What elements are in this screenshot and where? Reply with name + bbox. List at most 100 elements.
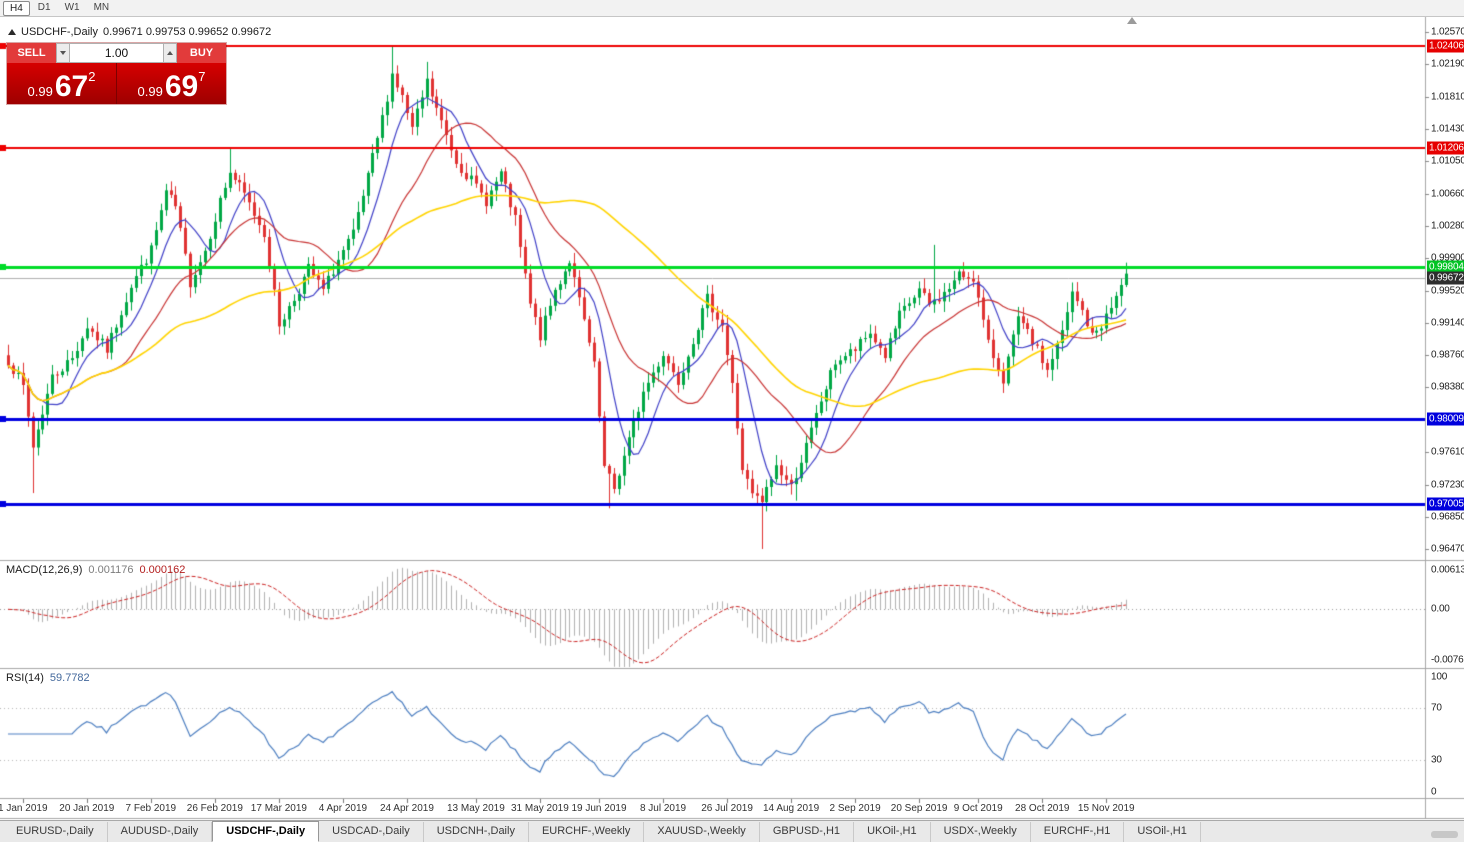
date-label: 14 Aug 2019 (762, 803, 820, 814)
price-badge-099804: 0.99804 (1427, 260, 1464, 274)
rsi-axis-label: 30 (1431, 754, 1442, 766)
price-tick: 1.01810 (1431, 91, 1464, 103)
rsi-axis-label: 100 (1431, 671, 1448, 683)
chart-tab-bar: EURUSD-,Daily AUDUSD-,Daily USDCHF-,Daily U… (0, 820, 1464, 842)
chart-tab-audusd-daily[interactable]: AUDUSD-,Daily (108, 822, 213, 842)
date-label: 24 Apr 2019 (379, 803, 434, 814)
timeframe-mn[interactable]: MN (93, 1, 110, 13)
chart-ohlc-values: 0.99671 0.99753 0.99652 0.99672 (103, 26, 272, 38)
price-tick: 1.00280 (1431, 220, 1464, 232)
volume-decrease-button[interactable] (56, 43, 70, 63)
date-label: 20 Sep 2019 (890, 803, 948, 814)
buy-button[interactable]: BUY (177, 43, 226, 63)
bid-price[interactable]: 0.99 67 2 (7, 63, 116, 104)
macd-name: MACD(12,26,9) (6, 564, 83, 576)
chart-tab-usoil-h1[interactable]: USOil-,H1 (1124, 822, 1201, 842)
timeframe-h4[interactable]: H4 (3, 0, 30, 16)
price-tick: 0.98760 (1431, 349, 1464, 361)
volume-increase-button[interactable] (163, 43, 177, 63)
date-label: 2 Sep 2019 (829, 803, 881, 814)
bid-point: 2 (88, 69, 96, 84)
timeframe-d1[interactable]: D1 (37, 1, 51, 13)
arrow-down-icon (60, 51, 66, 55)
date-label: 8 Jul 2019 (639, 803, 687, 814)
date-label: 20 Jan 2019 (59, 803, 115, 814)
price-tick: 1.02190 (1431, 58, 1464, 70)
chart-tab-eurchf-h1[interactable]: EURCHF-,H1 (1031, 822, 1125, 842)
chart-tab-usdchf-daily[interactable]: USDCHF-,Daily (212, 821, 320, 842)
date-label: 26 Jul 2019 (701, 803, 753, 814)
price-tick: 0.97610 (1431, 446, 1464, 458)
chart-tab-usdx-weekly[interactable]: USDX-,Weekly (931, 822, 1031, 842)
macd-axis-label: 0.00 (1431, 603, 1450, 615)
price-tick: 1.00660 (1431, 188, 1464, 200)
bid-pips: 67 (54, 70, 89, 103)
macd-axis-label: 0.00613 (1431, 564, 1464, 576)
macd-signal-value: 0.000162 (139, 564, 186, 576)
rsi-label: RSI(14) 59.7782 (6, 672, 90, 684)
volume-input[interactable] (70, 43, 163, 63)
bid-base: 0.99 (27, 84, 53, 99)
rsi-axis-label: 0 (1431, 786, 1437, 798)
chart-tab-ukoil-h1[interactable]: UKOil-,H1 (854, 822, 931, 842)
chart-tab-xauusd-weekly[interactable]: XAUUSD-,Weekly (644, 822, 760, 842)
chart-tab-gbpusd-h1[interactable]: GBPUSD-,H1 (760, 822, 855, 842)
price-tick: 0.99140 (1431, 317, 1464, 329)
date-label: 15 Nov 2019 (1077, 803, 1135, 814)
timeframe-w1[interactable]: W1 (64, 1, 80, 13)
price-tick: 0.99520 (1431, 285, 1464, 297)
rsi-name: RSI(14) (6, 672, 44, 684)
date-label: 1 Jan 2019 (0, 803, 48, 814)
chart-tab-eurusd-daily[interactable]: EURUSD-,Daily (3, 822, 108, 842)
chart-symbol-period: USDCHF-,Daily (21, 26, 98, 38)
chart-tab-usdcnh-daily[interactable]: USDCNH-,Daily (424, 822, 529, 842)
date-label: 4 Apr 2019 (318, 803, 368, 814)
rsi-axis-label: 70 (1431, 702, 1442, 714)
one-click-trading-panel: SELL BUY 0.99 67 2 0.99 69 7 (7, 43, 226, 104)
volume-control (56, 43, 177, 63)
rsi-value: 59.7782 (49, 672, 90, 684)
trade-panel-controls: SELL BUY (7, 43, 226, 63)
chart-title: USDCHF-,Daily 0.99671 0.99753 0.99652 0.… (8, 26, 271, 38)
chart-shift-marker (1127, 17, 1137, 24)
date-label: 9 Oct 2019 (953, 803, 1003, 814)
timeframe-toolbar: H4 D1 W1 MN (0, 0, 1464, 17)
arrow-up-icon (167, 51, 173, 55)
chart-collapse-icon (8, 29, 16, 35)
price-tick: 0.96470 (1431, 543, 1464, 555)
date-label: 26 Feb 2019 (186, 803, 243, 814)
price-tick: 0.99900 (1431, 252, 1464, 264)
price-badge-099672: 0.99672 (1427, 271, 1464, 285)
price-tick: 1.01050 (1431, 155, 1464, 167)
macd-main-value: 0.001176 (88, 564, 134, 576)
bid-ask-display: 0.99 67 2 0.99 69 7 (7, 63, 226, 104)
ask-point: 7 (198, 69, 206, 84)
price-tick: 0.96850 (1431, 511, 1464, 523)
ask-price[interactable]: 0.99 69 7 (117, 63, 226, 104)
price-tick: 1.02570 (1431, 26, 1464, 38)
price-badge-097005: 0.97005 (1427, 497, 1464, 511)
date-label: 19 Jun 2019 (571, 803, 627, 814)
price-tick: 0.97230 (1431, 479, 1464, 491)
macd-label: MACD(12,26,9) 0.001176 0.000162 (6, 564, 185, 576)
date-label: 7 Feb 2019 (125, 803, 177, 814)
chart-tab-usdcad-daily[interactable]: USDCAD-,Daily (319, 822, 424, 842)
price-badge-102406: 1.02406 (1427, 39, 1464, 53)
date-label: 17 Mar 2019 (250, 803, 307, 814)
price-tick: 1.01430 (1431, 123, 1464, 135)
ask-pips: 69 (164, 70, 199, 103)
date-label: 13 May 2019 (446, 803, 505, 814)
date-label: 31 May 2019 (510, 803, 569, 814)
sell-button[interactable]: SELL (7, 43, 56, 63)
date-label: 28 Oct 2019 (1015, 803, 1070, 814)
price-tick: 0.98380 (1431, 381, 1464, 393)
ask-base: 0.99 (137, 84, 163, 99)
chart-tab-eurchf-weekly[interactable]: EURCHF-,Weekly (529, 822, 645, 842)
price-badge-098009: 0.98009 (1427, 412, 1464, 426)
tab-scrollbar[interactable] (1431, 831, 1458, 838)
timeframe-buttons: H4 D1 W1 MN (3, 0, 117, 16)
price-badge-101206: 1.01206 (1427, 141, 1464, 155)
